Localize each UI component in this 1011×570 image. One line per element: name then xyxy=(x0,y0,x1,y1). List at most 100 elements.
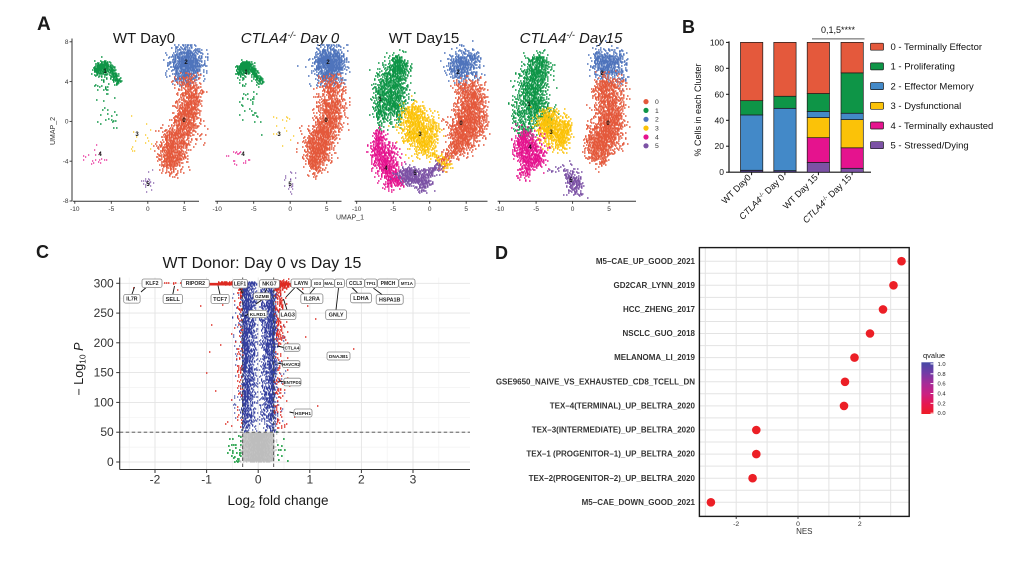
svg-text:5: 5 xyxy=(413,171,417,177)
svg-text:1.0: 1.0 xyxy=(938,362,946,368)
svg-text:2: 2 xyxy=(600,71,604,77)
svg-text:0: 0 xyxy=(255,473,262,487)
svg-text:0: 0 xyxy=(571,206,575,213)
svg-text:5: 5 xyxy=(607,206,611,213)
svg-text:2: 2 xyxy=(858,521,862,528)
svg-text:0: 0 xyxy=(428,206,432,213)
svg-text:2: 2 xyxy=(358,473,365,487)
svg-text:GNLY: GNLY xyxy=(329,313,344,319)
svg-text:qvalue: qvalue xyxy=(923,351,945,360)
svg-text:LAG3: LAG3 xyxy=(281,313,295,319)
svg-text:100: 100 xyxy=(710,37,724,47)
svg-text:0.2: 0.2 xyxy=(938,401,946,407)
svg-text:HSPA1B: HSPA1B xyxy=(379,297,401,303)
svg-text:0: 0 xyxy=(606,121,610,127)
svg-text:LAYN: LAYN xyxy=(294,281,308,287)
svg-text:3 - Dysfunctional: 3 - Dysfunctional xyxy=(891,101,962,112)
svg-text:TEX–4(TERMINAL)_UP_BELTRA_2020: TEX–4(TERMINAL)_UP_BELTRA_2020 xyxy=(550,402,696,411)
svg-text:TEX–2(PROGENITOR–2)_UP_BELTRA_: TEX–2(PROGENITOR–2)_UP_BELTRA_2020 xyxy=(529,474,696,483)
svg-text:2: 2 xyxy=(184,60,188,66)
svg-text:IL7R: IL7R xyxy=(126,297,137,303)
svg-text:0: 0 xyxy=(655,99,659,106)
svg-text:-2: -2 xyxy=(733,521,739,528)
svg-text:1: 1 xyxy=(103,69,107,75)
svg-text:200: 200 xyxy=(94,336,114,350)
svg-text:D1: D1 xyxy=(337,281,343,286)
svg-text:WT Day0: WT Day0 xyxy=(113,30,175,47)
svg-text:0: 0 xyxy=(796,521,800,528)
svg-text:2: 2 xyxy=(326,60,330,66)
svg-text:3: 3 xyxy=(418,132,422,138)
svg-text:− Log10 P: − Log10 P xyxy=(72,342,88,396)
svg-text:0 - Terminally Effector: 0 - Terminally Effector xyxy=(891,42,983,53)
svg-text:CTLA4-/- Day 0: CTLA4-/- Day 0 xyxy=(241,30,340,47)
svg-text:5: 5 xyxy=(182,206,186,213)
svg-text:1: 1 xyxy=(244,70,248,76)
svg-text:1: 1 xyxy=(527,102,531,108)
svg-text:0: 0 xyxy=(719,167,724,177)
svg-text:C: C xyxy=(36,242,49,262)
svg-text:0,1,5****: 0,1,5**** xyxy=(821,25,856,35)
svg-text:5: 5 xyxy=(325,206,329,213)
svg-text:2: 2 xyxy=(456,70,460,76)
svg-text:4: 4 xyxy=(384,166,388,172)
svg-text:-10: -10 xyxy=(495,206,505,213)
svg-text:-10: -10 xyxy=(212,206,222,213)
svg-text:5: 5 xyxy=(464,206,468,213)
svg-text:4: 4 xyxy=(655,134,659,141)
svg-text:PMCH: PMCH xyxy=(381,281,396,287)
svg-text:0: 0 xyxy=(288,206,292,213)
svg-text:-1: -1 xyxy=(201,473,212,487)
svg-text:KLRD1: KLRD1 xyxy=(250,312,266,318)
svg-text:3: 3 xyxy=(135,132,139,138)
svg-text:NSCLC_GUO_2018: NSCLC_GUO_2018 xyxy=(623,329,696,338)
svg-text:3: 3 xyxy=(277,132,281,138)
svg-text:NES: NES xyxy=(796,527,812,536)
svg-text:5 - Stressed/Dying: 5 - Stressed/Dying xyxy=(891,141,969,152)
svg-text:250: 250 xyxy=(94,306,114,320)
svg-text:GZMB: GZMB xyxy=(255,294,270,300)
svg-text:80: 80 xyxy=(715,63,725,73)
svg-text:4: 4 xyxy=(241,152,245,158)
svg-text:MAL: MAL xyxy=(324,281,334,286)
svg-text:HSPH1: HSPH1 xyxy=(295,411,311,417)
svg-text:150: 150 xyxy=(94,366,114,380)
svg-text:5: 5 xyxy=(146,182,150,188)
svg-text:B: B xyxy=(682,17,695,37)
svg-text:-5: -5 xyxy=(251,206,257,213)
svg-text:MT1A: MT1A xyxy=(401,281,414,286)
svg-text:1 - Proliferating: 1 - Proliferating xyxy=(891,62,955,73)
svg-text:3: 3 xyxy=(549,130,553,136)
svg-text:1: 1 xyxy=(306,473,313,487)
svg-text:1: 1 xyxy=(655,108,659,115)
svg-text:TEX–1 (PROGENITOR–1)_UP_BELTRA: TEX–1 (PROGENITOR–1)_UP_BELTRA_2020 xyxy=(526,450,695,459)
svg-text:M5–CAE_UP_GOOD_2021: M5–CAE_UP_GOOD_2021 xyxy=(596,257,696,266)
svg-text:-5: -5 xyxy=(390,206,396,213)
svg-text:1: 1 xyxy=(378,97,382,103)
svg-text:UMAP_2: UMAP_2 xyxy=(50,117,57,145)
svg-text:% Cells in each Cluster: % Cells in each Cluster xyxy=(693,63,703,156)
svg-text:TPI1: TPI1 xyxy=(366,281,376,286)
svg-text:ID3: ID3 xyxy=(314,281,321,286)
svg-text:LEF1: LEF1 xyxy=(234,282,246,288)
svg-text:A: A xyxy=(37,14,51,35)
svg-text:0: 0 xyxy=(324,118,328,124)
svg-text:-5: -5 xyxy=(533,206,539,213)
svg-text:3: 3 xyxy=(410,473,417,487)
svg-text:0: 0 xyxy=(146,206,150,213)
svg-text:D: D xyxy=(495,243,508,263)
svg-text:60: 60 xyxy=(715,89,725,99)
svg-text:-5: -5 xyxy=(108,206,114,213)
svg-text:WT Donor: Day 0 vs Day 15: WT Donor: Day 0 vs Day 15 xyxy=(163,255,362,272)
svg-text:-10: -10 xyxy=(70,206,80,213)
svg-text:UMAP_1: UMAP_1 xyxy=(336,215,364,222)
svg-text:0: 0 xyxy=(65,119,69,126)
svg-text:Log2 fold change: Log2 fold change xyxy=(227,493,328,510)
svg-text:KLF2: KLF2 xyxy=(146,281,159,287)
svg-text:HCC_ZHENG_2017: HCC_ZHENG_2017 xyxy=(623,305,696,314)
svg-text:4: 4 xyxy=(65,79,69,86)
svg-text:0: 0 xyxy=(182,118,186,124)
svg-text:0.8: 0.8 xyxy=(938,372,946,378)
svg-text:0.4: 0.4 xyxy=(938,392,947,398)
svg-text:WT Day15: WT Day15 xyxy=(389,30,460,47)
